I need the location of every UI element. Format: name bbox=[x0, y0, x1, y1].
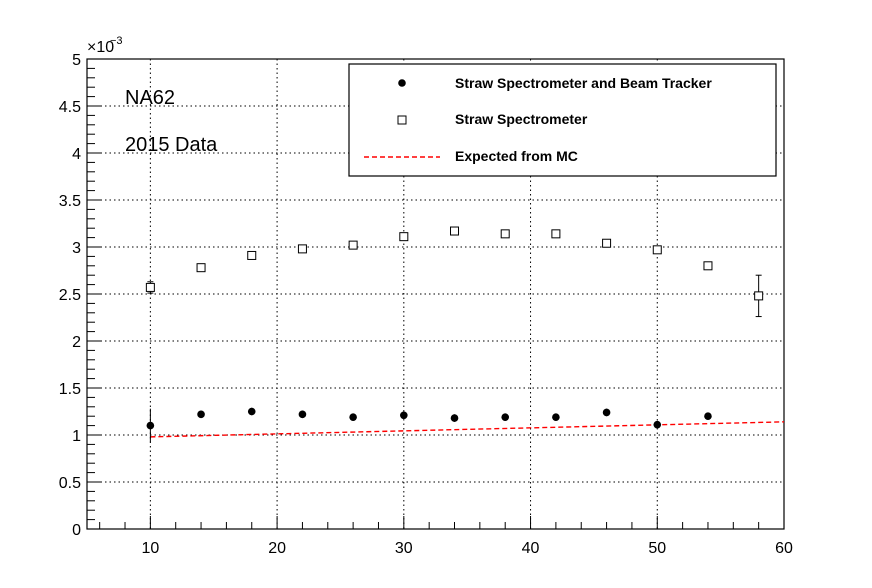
data-point-combined bbox=[501, 413, 510, 421]
x-tick-label: 10 bbox=[141, 540, 159, 557]
legend-label-straw: Straw Spectrometer bbox=[455, 111, 588, 127]
data-point-straw bbox=[145, 282, 155, 292]
data-point-straw bbox=[348, 240, 358, 250]
data-point-combined bbox=[146, 421, 155, 430]
data-point-straw bbox=[703, 261, 713, 271]
data-series bbox=[145, 226, 785, 443]
y-tick-label: 3 bbox=[72, 240, 81, 257]
axes: 10 20 30 40 50 60 0 0.5 1 1.5 2 2.5 3 3.5 4 4.5 5 bbox=[59, 52, 793, 557]
data-point-straw bbox=[247, 250, 257, 260]
data-point-combined bbox=[298, 410, 307, 419]
y-tick-label: 1 bbox=[72, 428, 81, 445]
data-point-straw bbox=[652, 245, 662, 255]
legend-label-combined: Straw Spectrometer and Beam Tracker bbox=[455, 75, 712, 91]
y-axis-multiplier: ×10 −3 bbox=[87, 35, 123, 56]
y-tick-label: 2.5 bbox=[59, 287, 81, 304]
data-point-combined bbox=[349, 413, 357, 421]
x-tick-label: 20 bbox=[268, 540, 286, 557]
x-tick-label: 60 bbox=[775, 540, 793, 557]
data-point-combined bbox=[704, 412, 712, 421]
y-tick-label: 0 bbox=[72, 522, 81, 539]
annotation-dataset: 2015 Data bbox=[125, 134, 218, 156]
y-tick-label: 4 bbox=[72, 146, 81, 163]
mc-expected-line bbox=[150, 421, 785, 438]
annotation-experiment: NA62 bbox=[125, 87, 175, 109]
y-tick-label: 1.5 bbox=[59, 381, 81, 398]
y-multiplier-base: ×10 bbox=[87, 39, 114, 56]
legend-marker-filled-circle bbox=[398, 79, 406, 87]
legend-marker-open-square bbox=[397, 115, 407, 125]
y-multiplier-exponent: −3 bbox=[110, 35, 123, 47]
y-tick-label: 0.5 bbox=[59, 475, 81, 492]
data-point-straw bbox=[399, 232, 409, 242]
y-tick-label: 2 bbox=[72, 334, 81, 351]
x-tick-label: 30 bbox=[395, 540, 413, 557]
data-point-combined bbox=[197, 410, 205, 419]
data-point-combined bbox=[400, 411, 408, 420]
legend: Straw Spectrometer and Beam Tracker Stra… bbox=[348, 63, 777, 177]
data-point-straw bbox=[754, 291, 764, 301]
data-point-straw bbox=[500, 229, 510, 239]
data-point-combined bbox=[450, 414, 459, 422]
data-point-combined bbox=[552, 413, 560, 421]
data-point-straw bbox=[551, 229, 561, 239]
y-tick-label: 5 bbox=[72, 52, 81, 69]
data-point-straw bbox=[602, 238, 612, 248]
data-point-straw bbox=[297, 244, 307, 254]
x-tick-label: 50 bbox=[648, 540, 666, 557]
legend-label-mc: Expected from MC bbox=[455, 148, 578, 164]
y-tick-label: 4.5 bbox=[59, 99, 81, 116]
data-point-combined bbox=[653, 420, 662, 429]
x-tick-label: 40 bbox=[522, 540, 540, 557]
data-point-combined bbox=[247, 407, 256, 416]
data-point-straw bbox=[196, 263, 206, 273]
data-point-straw bbox=[450, 226, 460, 236]
y-tick-label: 3.5 bbox=[59, 193, 81, 210]
data-point-combined bbox=[602, 408, 611, 417]
annotations: NA62 2015 Data bbox=[125, 87, 218, 156]
